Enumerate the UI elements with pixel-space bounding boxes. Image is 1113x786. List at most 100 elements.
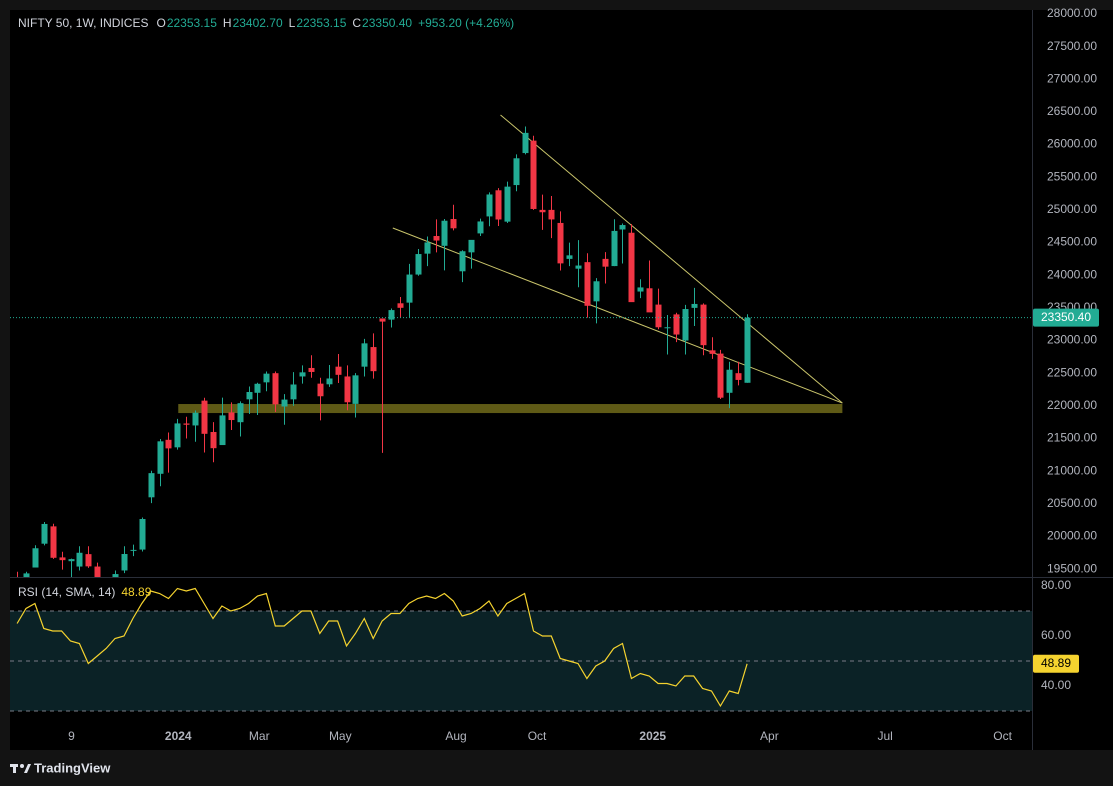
candle-body <box>272 373 279 405</box>
x-tick-label: Mar <box>249 729 270 743</box>
candle-body <box>682 309 689 341</box>
candle-body <box>566 255 573 259</box>
y-tick-label: 20500.00 <box>1047 496 1097 510</box>
candle-body <box>646 288 653 313</box>
rsi-title: RSI (14, SMA, 14) <box>18 585 115 599</box>
candle-body <box>593 281 600 302</box>
candle-body <box>148 473 155 498</box>
candle-body <box>717 353 724 398</box>
candle-body <box>32 548 39 568</box>
candle-body <box>308 367 315 372</box>
y-tick-label: 22500.00 <box>1047 365 1097 379</box>
candle-body <box>23 573 30 577</box>
y-tick-label: 20000.00 <box>1047 529 1097 543</box>
y-tick-label: 27500.00 <box>1047 39 1097 53</box>
trendline <box>500 114 843 404</box>
candle-body <box>183 423 190 425</box>
rsi-tick-label: 60.00 <box>1041 628 1071 642</box>
y-tick-label: 28000.00 <box>1047 6 1097 20</box>
candle-body <box>68 559 75 562</box>
candle-body <box>157 441 164 474</box>
candle-body <box>557 222 564 264</box>
x-tick-label: Jul <box>877 729 892 743</box>
candle-body <box>361 343 368 367</box>
y-tick-label: 19500.00 <box>1047 561 1097 575</box>
candle-body <box>299 372 306 377</box>
x-tick-label: Oct <box>993 729 1012 743</box>
candle-body <box>59 557 66 561</box>
header-text: 23350.40 <box>362 16 412 30</box>
support-zone <box>178 404 843 414</box>
candle-body <box>495 190 502 220</box>
candle-body <box>219 415 226 446</box>
candle-body <box>174 423 181 448</box>
candle-body <box>619 225 626 230</box>
candle-body <box>165 439 172 449</box>
x-tick-label: Oct <box>528 729 547 743</box>
x-tick-label: 9 <box>68 729 75 743</box>
y-tick-label: 22000.00 <box>1047 398 1097 412</box>
candle-body <box>611 230 618 267</box>
candle-body <box>290 384 297 400</box>
candle-body <box>397 303 404 308</box>
candle-body <box>735 373 742 380</box>
candle-body <box>130 549 137 551</box>
header-text: NIFTY 50, 1W, INDICES <box>18 16 148 30</box>
candle-body <box>744 317 751 383</box>
candle-body <box>335 366 342 375</box>
candle-body <box>326 378 333 385</box>
candle-body <box>228 412 235 421</box>
header-text: 22353.15 <box>167 16 217 30</box>
y-tick-label: 21500.00 <box>1047 431 1097 445</box>
candle-body <box>192 412 199 426</box>
candle-body <box>450 219 457 229</box>
logo-shape <box>20 764 24 768</box>
y-tick-label: 24500.00 <box>1047 235 1097 249</box>
x-tick-label: 2024 <box>165 729 192 743</box>
candle-body <box>263 373 270 383</box>
candle-body <box>477 221 484 234</box>
candle-body <box>121 554 128 571</box>
candle-body <box>530 140 537 209</box>
candle-body <box>468 239 475 253</box>
candle-body <box>433 236 440 241</box>
rsi-value-box <box>1033 654 1079 673</box>
candle-body <box>539 209 546 213</box>
header-text: C <box>352 16 361 30</box>
candle-body <box>112 574 119 577</box>
header-text: 22353.15 <box>296 16 346 30</box>
candle-body <box>486 194 493 217</box>
candle-body <box>673 314 680 335</box>
candle-body <box>139 518 146 550</box>
y-tick-label: 24000.00 <box>1047 267 1097 281</box>
x-tick-label: 2025 <box>639 729 666 743</box>
candle-body <box>655 304 662 328</box>
candle-body <box>406 274 413 303</box>
candle-body <box>379 318 386 322</box>
candle-body <box>628 232 635 303</box>
logo <box>10 764 31 773</box>
candle-body <box>726 369 733 393</box>
header-text: 23402.70 <box>233 16 283 30</box>
header-text: O <box>156 16 165 30</box>
overlay: NIFTY 50, 1W, INDICES O 22353.15 H 23402.70 L… <box>18 6 1099 743</box>
candle-body <box>700 304 707 346</box>
candle-body <box>50 526 57 558</box>
header-text: L <box>289 16 296 30</box>
candle-body <box>459 251 466 272</box>
header-text: +953.20 (+4.26%) <box>418 16 514 30</box>
candle-body <box>201 400 208 434</box>
candle-body <box>548 209 555 220</box>
rsi-pane <box>10 587 1032 712</box>
candle-body <box>317 383 324 397</box>
logo-shape <box>13 764 16 773</box>
rsi-value-axis-label: 48.89 <box>1041 656 1071 670</box>
last-price-box <box>1033 308 1099 327</box>
candle-body <box>254 383 261 393</box>
logo-shape <box>24 764 31 773</box>
candle-body <box>344 376 351 403</box>
candle-body <box>85 554 92 567</box>
x-tick-label: Aug <box>445 729 466 743</box>
y-tick-label: 27000.00 <box>1047 71 1097 85</box>
